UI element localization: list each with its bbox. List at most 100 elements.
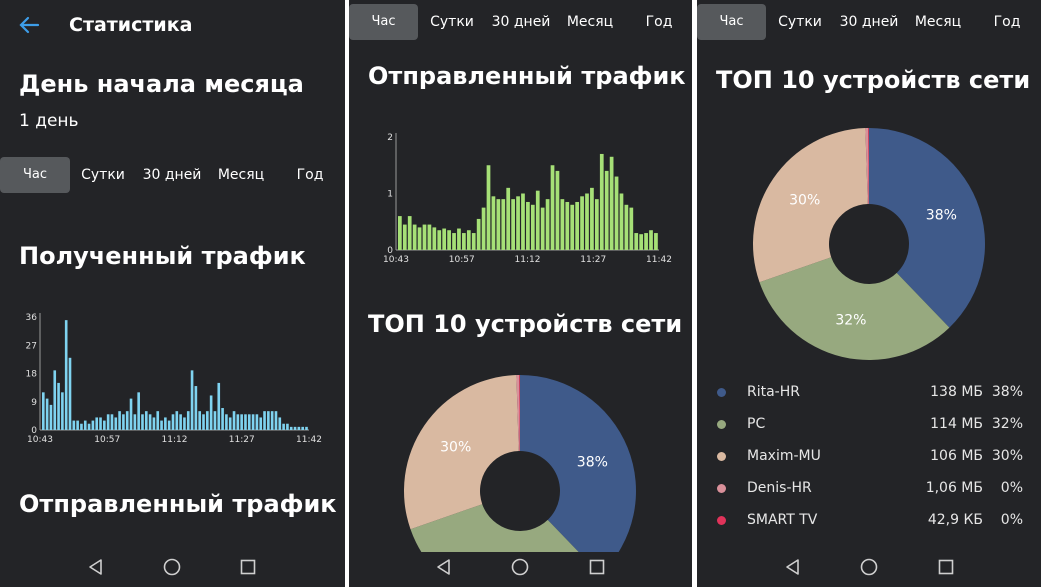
legend-dot <box>717 516 726 525</box>
nav-recents-icon[interactable] <box>936 557 956 577</box>
traffic-bar <box>452 233 456 250</box>
traffic-bar <box>95 417 99 430</box>
traffic-bar <box>68 357 72 430</box>
device-traffic: 42,9 КБ <box>927 512 983 528</box>
period-tabs: Час Сутки 30 дней Месяц Год <box>0 157 345 193</box>
tab-year[interactable]: Год <box>645 14 673 30</box>
period-tabs: Час Сутки 30 дней Месяц Год <box>349 4 692 40</box>
received-traffic-title: Полученный трафик <box>19 242 306 270</box>
pie-slice <box>865 128 869 205</box>
system-nav-bar <box>349 547 692 587</box>
traffic-bar <box>604 170 609 250</box>
device-traffic: 114 МБ <box>930 416 983 432</box>
month-start-value[interactable]: 1 день <box>19 111 79 131</box>
y-tick-label: 27 <box>26 341 37 351</box>
tab-30days[interactable]: 30 дней <box>491 14 551 30</box>
x-tick-label: 11:12 <box>162 435 188 445</box>
tab-year[interactable]: Год <box>993 14 1021 30</box>
pie-slice <box>410 504 579 552</box>
screen-received-traffic: Статистика День начала месяца 1 день Час… <box>0 0 345 587</box>
y-tick-label: 0 <box>387 246 393 256</box>
device-percent: 0% <box>1000 480 1023 496</box>
traffic-bar <box>118 411 121 430</box>
traffic-bar <box>575 201 580 250</box>
traffic-bar <box>540 207 545 250</box>
traffic-bar <box>289 426 293 430</box>
x-tick-label: 10:43 <box>383 255 409 265</box>
device-name: Denis-HR <box>747 480 812 496</box>
traffic-bar <box>186 411 190 430</box>
tab-hour[interactable]: Час <box>0 157 70 193</box>
traffic-bar <box>179 414 182 430</box>
traffic-bar <box>412 224 417 250</box>
tab-day[interactable]: Сутки <box>778 14 822 30</box>
screen-sent-traffic: Час Сутки 30 дней Месяц Год Отправленный… <box>349 0 692 587</box>
top-devices-pie: 38%32%30% <box>404 375 636 552</box>
tab-month[interactable]: Месяц <box>566 14 614 30</box>
traffic-bar <box>53 370 57 430</box>
traffic-bar <box>175 411 179 430</box>
traffic-bar <box>634 233 639 250</box>
legend-item[interactable]: Denis-HR 1,06 МБ 0% <box>697 477 1041 501</box>
nav-recents-icon[interactable] <box>238 557 258 577</box>
traffic-bar <box>103 420 106 430</box>
pie-slice-label: 30% <box>789 193 820 209</box>
x-tick-label: 11:27 <box>580 255 606 265</box>
period-tabs: Час Сутки 30 дней Месяц Год <box>697 4 1041 40</box>
traffic-bar <box>526 201 530 250</box>
nav-back-icon[interactable] <box>783 557 803 577</box>
legend-item[interactable]: SMART TV 42,9 КБ 0% <box>697 509 1041 533</box>
nav-back-icon[interactable] <box>86 557 106 577</box>
legend-item[interactable]: PC 114 МБ 32% <box>697 413 1041 437</box>
screen-top-devices: Час Сутки 30 дней Месяц Год ТОП 10 устро… <box>697 0 1041 587</box>
device-traffic: 138 МБ <box>930 384 983 400</box>
nav-back-icon[interactable] <box>434 557 454 577</box>
tab-day[interactable]: Сутки <box>81 167 125 183</box>
traffic-bar <box>590 187 594 250</box>
traffic-bar <box>156 411 160 430</box>
legend-item[interactable]: Rita-HR 138 МБ 38% <box>697 381 1041 405</box>
legend-item[interactable]: Maxim-MU 106 МБ 30% <box>697 445 1041 469</box>
x-tick-label: 10:57 <box>94 435 120 445</box>
pie-slice <box>869 128 985 328</box>
legend-dot <box>717 452 726 461</box>
tab-30days[interactable]: 30 дней <box>142 167 202 183</box>
traffic-bar <box>442 228 447 250</box>
system-nav-bar <box>697 547 1041 587</box>
nav-home-icon[interactable] <box>162 557 182 577</box>
tab-hour[interactable]: Час <box>349 4 418 40</box>
legend-dot <box>717 484 726 493</box>
traffic-bar <box>259 417 263 430</box>
tab-month[interactable]: Месяц <box>914 14 962 30</box>
pie-slice <box>516 375 520 452</box>
traffic-bar <box>619 193 624 250</box>
traffic-bar <box>585 193 589 250</box>
x-tick-label: 10:43 <box>27 435 53 445</box>
traffic-bar <box>164 417 167 430</box>
traffic-bar <box>87 423 91 430</box>
nav-recents-icon[interactable] <box>587 557 607 577</box>
tab-day[interactable]: Сутки <box>430 14 474 30</box>
traffic-bar <box>114 417 118 430</box>
pie-slice-label: 32% <box>835 313 866 329</box>
x-tick-label: 11:42 <box>296 435 322 445</box>
nav-home-icon[interactable] <box>859 557 879 577</box>
tab-year[interactable]: Год <box>296 167 324 183</box>
traffic-bar <box>629 207 634 250</box>
nav-home-icon[interactable] <box>510 557 530 577</box>
traffic-bar <box>649 230 653 250</box>
device-name: PC <box>747 416 766 432</box>
traffic-bar <box>594 199 599 250</box>
device-percent: 32% <box>991 416 1023 432</box>
traffic-bar <box>247 414 251 430</box>
traffic-bar <box>232 411 236 430</box>
app-title: Статистика <box>69 14 193 36</box>
traffic-bar <box>491 196 496 250</box>
tab-30days[interactable]: 30 дней <box>839 14 899 30</box>
tab-month[interactable]: Месяц <box>217 167 265 183</box>
traffic-bar <box>183 417 186 430</box>
tab-hour[interactable]: Час <box>697 4 766 40</box>
traffic-bar <box>511 199 515 250</box>
back-arrow-icon[interactable] <box>18 14 40 36</box>
traffic-bar <box>481 207 486 250</box>
